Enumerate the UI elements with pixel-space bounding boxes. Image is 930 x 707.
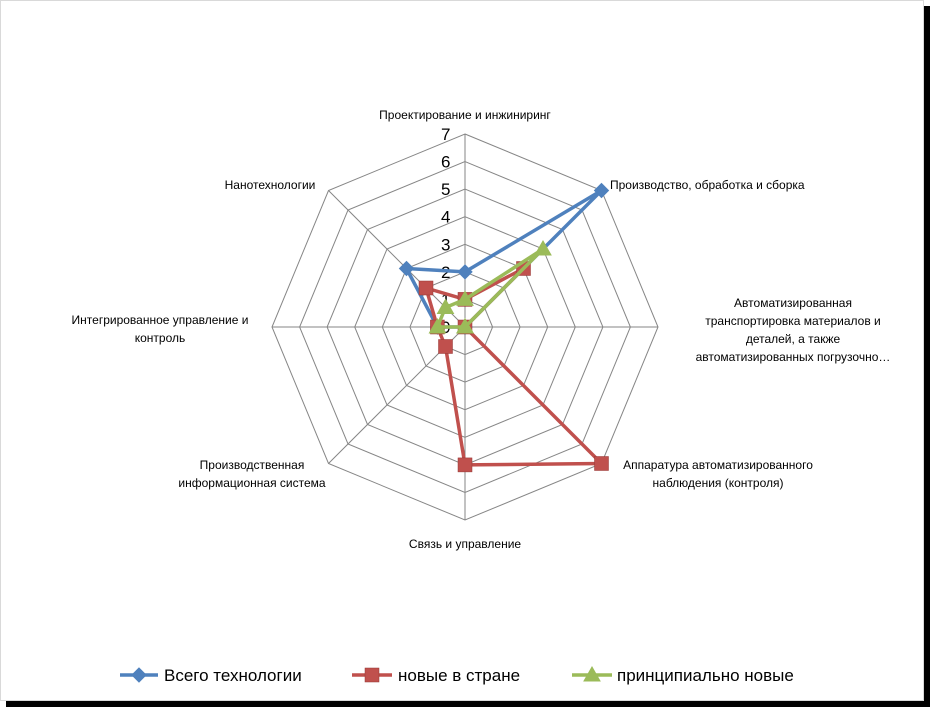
category-label-4: Аппаратура автоматизированного наблюдения… — [623, 458, 813, 490]
data-point — [594, 456, 609, 471]
data-point — [418, 280, 434, 296]
data-point — [436, 298, 455, 314]
data-point — [438, 339, 453, 354]
frame-shadow-bottom — [6, 701, 930, 707]
category-labels: Проектирование и инжиниринг Производство,… — [72, 108, 891, 551]
data-point — [457, 457, 473, 473]
series-3 — [428, 239, 552, 334]
category-label-5: Связь и управление — [409, 537, 521, 551]
tick-label: 3 — [441, 235, 450, 254]
category-label-1: Проектирование и инжиниринг — [379, 108, 551, 122]
tick-label: 7 — [441, 125, 450, 144]
legend-item: новые в стране — [352, 666, 520, 685]
data-series — [398, 182, 610, 473]
tick-label: 6 — [441, 153, 450, 172]
data-point — [534, 239, 552, 256]
category-label-6: Производственная информационная система — [178, 458, 325, 490]
category-label-8: Нанотехнологии — [225, 178, 316, 192]
legend-label: принципиально новые — [617, 666, 794, 685]
legend-marker — [131, 667, 147, 683]
data-point — [593, 182, 610, 199]
legend-item: принципиально новые — [572, 665, 794, 685]
tick-label: 4 — [441, 208, 450, 227]
category-label-3: Автоматизированная транспортировка матери… — [696, 296, 891, 364]
data-point — [456, 290, 474, 306]
category-label-7: Интегрированное управление и контроль — [72, 313, 249, 345]
legend-marker — [364, 667, 380, 683]
data-point — [398, 260, 415, 277]
series-2 — [418, 261, 609, 473]
legend-marker — [583, 665, 601, 682]
legend-item: Всего технологии — [120, 666, 302, 685]
data-point — [428, 317, 447, 334]
legend-label: новые в стране — [398, 666, 520, 685]
data-point — [457, 264, 473, 280]
legend: Всего технологии новые в стране принципиал… — [120, 665, 794, 685]
series-line — [404, 188, 604, 329]
category-label-2: Производство, обработка и сборка — [610, 178, 805, 192]
frame-shadow-right — [924, 6, 930, 707]
legend-label: Всего технологии — [164, 666, 302, 685]
data-point — [456, 317, 474, 334]
series-line — [424, 266, 604, 467]
tick-label: 5 — [441, 180, 450, 199]
